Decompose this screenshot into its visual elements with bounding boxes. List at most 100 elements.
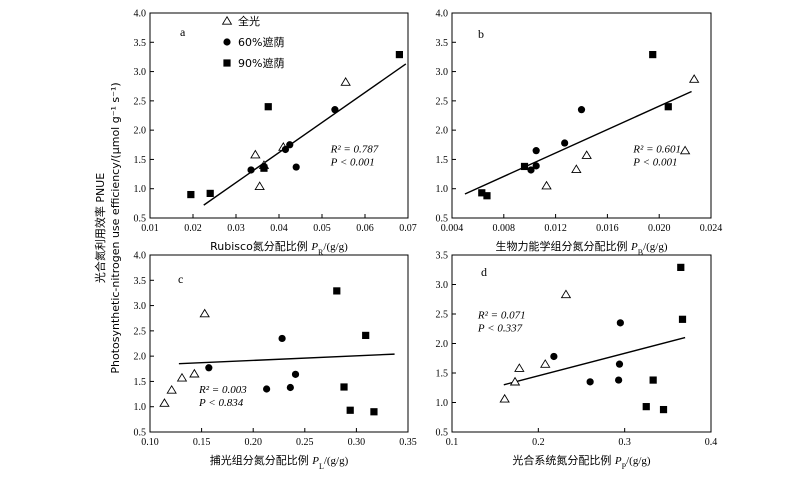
panel-a: 0.01 0.02 0.03 0.04 0.05 0.06 0.07 0.5 1.0 1.5 2.0… xyxy=(134,9,417,257)
x-axis-var: P xyxy=(630,241,638,253)
data-point xyxy=(577,106,586,114)
x-tick-label: 0.02 xyxy=(184,223,202,234)
x-axis-title: 捕光组分氮分配比例 PL/(g/g) xyxy=(210,453,349,471)
data-point xyxy=(586,378,594,386)
x-tick-label: 0.10 xyxy=(141,437,159,448)
y-tick-label: 4.0 xyxy=(134,251,147,262)
plot-frame xyxy=(451,12,712,219)
data-point xyxy=(678,315,687,323)
data-point xyxy=(176,372,188,382)
series-60%遮荫 xyxy=(205,334,300,393)
series-90%遮荫 xyxy=(642,263,687,414)
data-point xyxy=(247,166,255,174)
data-point xyxy=(550,352,558,361)
y-tick-label: 3.0 xyxy=(134,301,147,312)
data-point xyxy=(532,162,540,170)
y-tick-label: 1.0 xyxy=(436,398,449,409)
y-tick-label: 1.5 xyxy=(134,377,147,388)
series-90%遮荫 xyxy=(187,50,403,199)
r-squared: R² = 0.787 xyxy=(330,143,379,155)
data-point xyxy=(340,383,348,391)
x-axis-title-text: Rubisco氮分配比例 xyxy=(210,239,311,253)
x-axis-unit: /(g/g) xyxy=(323,241,348,253)
x-axis-title: Rubisco氮分配比例 PR/(g/g) xyxy=(210,239,348,257)
data-point xyxy=(205,364,213,372)
data-point xyxy=(292,163,300,171)
p-value: P < 0.001 xyxy=(632,156,677,168)
p-value: P < 0.834 xyxy=(198,397,244,409)
series-全光 xyxy=(159,308,210,407)
y-tick-label: 2.5 xyxy=(436,96,449,107)
x-axis-title: 光合系统氮分配比例 PP/(g/g) xyxy=(512,453,650,471)
y-tick-label: 0.5 xyxy=(436,214,449,225)
data-point xyxy=(199,308,210,318)
x-tick-label: 0.020 xyxy=(648,223,671,234)
y-tick-label: 3.5 xyxy=(436,38,449,49)
r-squared: R² = 0.601 xyxy=(632,143,681,155)
y-tick-label: 4.0 xyxy=(436,9,449,20)
data-point xyxy=(187,190,195,199)
y-tick-label: 3.5 xyxy=(436,251,449,262)
series-60%遮荫 xyxy=(527,106,586,174)
y-tick-label: 2.0 xyxy=(436,339,449,350)
y-tick-label: 0.5 xyxy=(134,214,147,225)
series-90%遮荫 xyxy=(333,287,378,416)
y-tick-label: 1.0 xyxy=(134,402,147,413)
legend-label: 60%遮荫 xyxy=(238,35,284,49)
panel-c: 0.10 0.15 0.20 0.25 0.30 0.35 0.5 1.0 1.5 2.0 2.5 3… xyxy=(134,251,417,471)
plot-frame xyxy=(149,254,409,433)
r-squared: R² = 0.071 xyxy=(477,310,526,322)
data-point xyxy=(254,181,265,190)
data-point xyxy=(649,50,657,59)
data-point xyxy=(291,370,300,378)
y-tick-label: 2.5 xyxy=(134,96,147,107)
x-axis-var: P xyxy=(614,455,622,467)
panel-letter: d xyxy=(481,265,487,279)
data-point xyxy=(250,149,261,159)
y-axis-title: 光合氮利用效率 PNUE Photosynthetic-nitrogen use… xyxy=(93,82,122,373)
data-point xyxy=(478,189,486,197)
data-point xyxy=(514,363,525,372)
p-value: P < 0.337 xyxy=(477,323,523,335)
data-point xyxy=(642,403,650,411)
data-point xyxy=(346,406,354,414)
data-point xyxy=(340,77,351,86)
regression-line xyxy=(178,353,395,365)
x-tick-label: 0.15 xyxy=(193,437,211,448)
y-tick-label: 1.5 xyxy=(436,155,449,166)
data-point xyxy=(483,192,491,200)
x-axis-unit: /(g/g) xyxy=(324,455,349,467)
data-point xyxy=(278,334,286,343)
y-tick-label: 1.0 xyxy=(134,184,147,195)
x-tick-label: 0.024 xyxy=(700,223,723,234)
data-point xyxy=(520,162,529,171)
data-point xyxy=(532,147,540,155)
y-tick-label: 2.0 xyxy=(436,126,449,137)
legend-label: 全光 xyxy=(238,14,260,28)
data-point xyxy=(649,376,657,384)
data-point xyxy=(688,74,700,83)
y-tick-label: 1.5 xyxy=(134,155,147,166)
x-tick-label: 0.04 xyxy=(270,223,288,234)
y-tick-label: 3.5 xyxy=(134,276,147,287)
series-90%遮荫 xyxy=(478,50,672,200)
p-value: P < 0.001 xyxy=(330,156,375,168)
x-axis-var: P xyxy=(310,241,318,253)
x-tick-label: 0.2 xyxy=(532,437,545,448)
data-point xyxy=(206,189,214,197)
y-tick-label: 1.5 xyxy=(436,369,449,380)
legend-marker xyxy=(223,38,231,46)
data-point xyxy=(166,384,177,394)
y-axis-title-cn: 光合氮利用效率 PNUE xyxy=(93,173,107,283)
data-point xyxy=(509,376,521,386)
series-60%遮荫 xyxy=(550,319,624,386)
legend: 全光 60%遮荫 90%遮荫 xyxy=(221,14,284,70)
x-axis-unit: /(g/g) xyxy=(626,455,651,467)
y-tick-label: 0.5 xyxy=(436,428,449,439)
y-tick-label: 2.0 xyxy=(134,352,147,363)
data-point xyxy=(581,150,592,159)
data-point xyxy=(527,166,535,174)
y-tick-label: 4.0 xyxy=(134,9,147,20)
x-tick-label: 0.008 xyxy=(493,223,516,234)
x-axis-subscript: P xyxy=(622,462,627,471)
